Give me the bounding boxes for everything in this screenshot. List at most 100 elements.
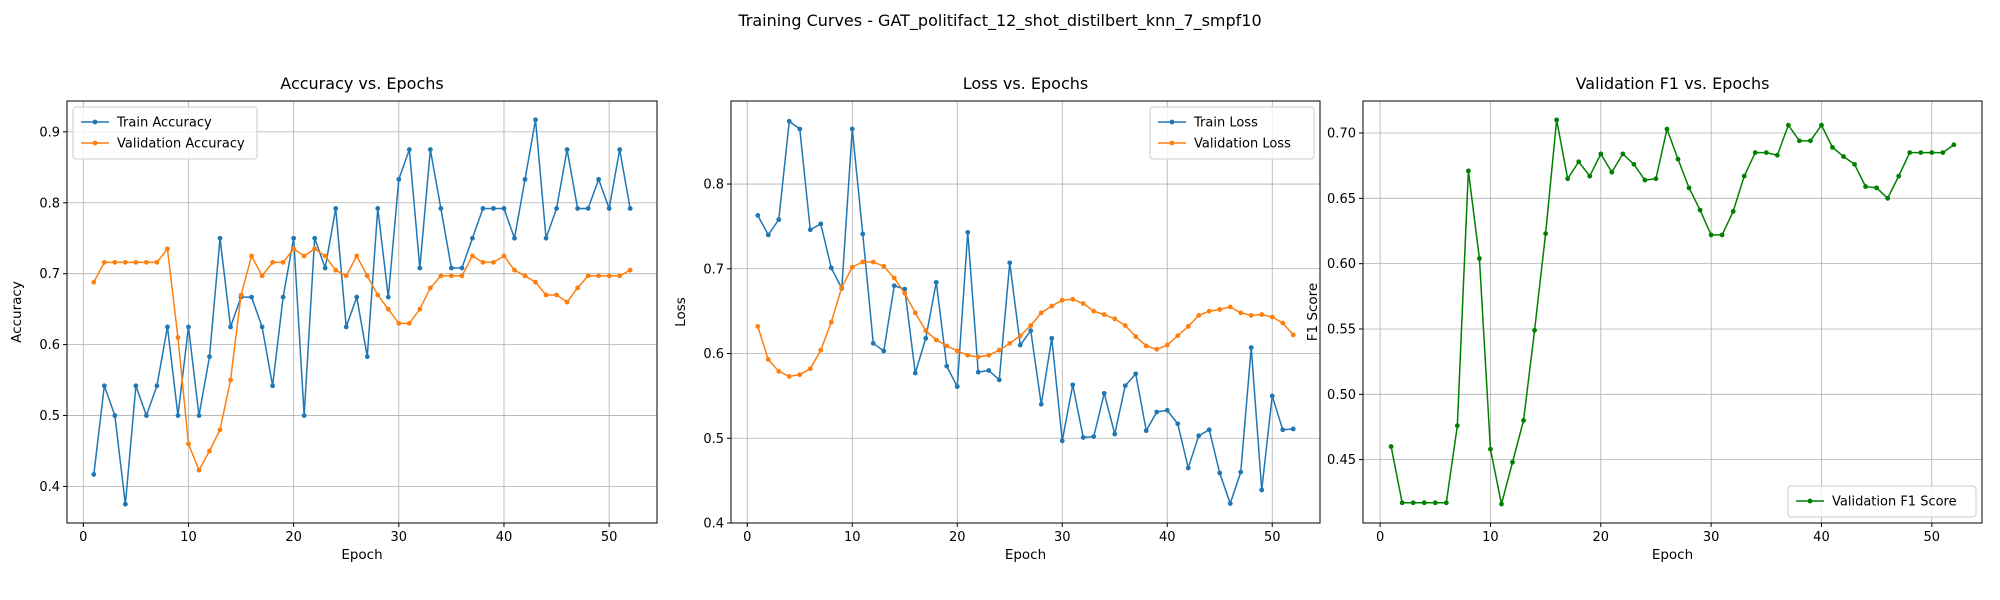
data-point: [606, 206, 612, 211]
data-point: [501, 253, 507, 259]
data-point: [1576, 159, 1582, 165]
y-tick-label: 0.60: [1327, 257, 1356, 272]
data-point: [944, 343, 950, 349]
data-point: [1248, 312, 1254, 318]
data-point: [912, 370, 918, 376]
y-axis-label: F1 Score: [1305, 283, 1321, 341]
data-point: [427, 147, 433, 152]
data-point: [217, 427, 223, 433]
plot-frame: [730, 100, 1321, 524]
data-point: [1885, 195, 1891, 201]
data-point: [512, 267, 517, 273]
data-point: [249, 294, 254, 300]
data-point: [818, 221, 824, 227]
legend-marker: [1169, 140, 1175, 146]
data-point: [1059, 297, 1065, 303]
data-point: [1697, 207, 1703, 213]
data-point: [1101, 390, 1107, 396]
y-tick-label: 0.4: [39, 480, 60, 495]
data-point: [438, 206, 444, 211]
data-point: [1007, 260, 1013, 266]
data-point: [133, 383, 139, 389]
data-point: [522, 273, 528, 279]
data-point: [1896, 173, 1902, 179]
data-point: [112, 413, 118, 418]
data-point: [343, 324, 349, 330]
data-point: [807, 366, 813, 372]
y-axis-label: Accuracy: [9, 281, 25, 343]
y-tick-label: 0.7: [39, 267, 60, 282]
data-point: [1863, 184, 1868, 189]
data-point: [501, 206, 507, 211]
data-point: [1101, 312, 1107, 317]
data-point: [1112, 316, 1118, 322]
data-point: [1238, 469, 1244, 475]
data-point: [1774, 152, 1780, 158]
data-point: [755, 324, 761, 329]
data-point: [564, 299, 570, 305]
data-point: [406, 320, 412, 326]
plot-frame: [66, 100, 658, 524]
legend-label: Train Accuracy: [116, 116, 212, 131]
y-axis-label: Loss: [673, 297, 689, 327]
legend-marker: [92, 140, 98, 146]
data-point: [101, 259, 107, 265]
x-tick-label: 20: [949, 530, 966, 545]
data-point: [1070, 382, 1076, 388]
data-point: [312, 246, 318, 252]
y-tick-label: 0.8: [703, 178, 724, 193]
data-point: [186, 324, 191, 330]
data-point: [975, 354, 981, 360]
data-point: [891, 275, 897, 281]
y-tick-label: 0.8: [39, 196, 60, 211]
data-point: [986, 352, 992, 358]
series-line: [1390, 119, 1955, 505]
data-point: [617, 273, 623, 279]
data-point: [596, 273, 602, 279]
series-line: [93, 119, 631, 505]
data-point: [196, 467, 202, 473]
x-tick-label: 0: [79, 530, 87, 545]
data-point: [122, 259, 128, 265]
data-point: [1741, 173, 1747, 179]
data-point: [585, 273, 591, 279]
figure-title: Training Curves - GAT_politifact_12_shot…: [737, 11, 1261, 31]
data-point: [617, 147, 623, 152]
data-point: [322, 265, 328, 271]
data-point: [1686, 185, 1692, 191]
data-point: [870, 259, 876, 265]
data-point: [207, 448, 212, 454]
data-point: [175, 335, 181, 340]
data-point: [807, 227, 813, 233]
data-point: [765, 232, 771, 238]
data-point: [312, 235, 318, 241]
data-point: [354, 253, 360, 259]
data-point: [1175, 333, 1181, 339]
data-point: [333, 267, 339, 273]
data-point: [1196, 312, 1202, 318]
y-tick-label: 0.55: [1327, 322, 1356, 337]
data-point: [533, 117, 538, 123]
data-point: [627, 267, 633, 273]
series-line: [757, 261, 1294, 378]
data-point: [1227, 501, 1233, 506]
data-point: [1785, 122, 1791, 128]
data-point: [1841, 154, 1846, 159]
data-point: [1587, 173, 1593, 179]
data-point: [543, 292, 549, 298]
data-point: [1664, 126, 1670, 132]
data-point: [828, 319, 834, 325]
loss-chart: 0 10 20 30 40 50 0.4 0.5 0.6 0.7 0.8 Loss vs. Epoch…: [673, 74, 1321, 563]
data-point: [1432, 500, 1438, 506]
data-point: [301, 253, 307, 259]
data-point: [1007, 340, 1013, 346]
legend-label: Train Loss: [1193, 116, 1258, 131]
data-point: [1122, 323, 1128, 328]
x-tick-label: 40: [1813, 530, 1830, 545]
data-point: [291, 246, 297, 252]
series-line: [93, 246, 631, 472]
y-tick-label: 0.6: [39, 338, 60, 353]
data-point: [333, 206, 339, 211]
data-point: [543, 235, 549, 241]
data-point: [891, 283, 897, 289]
